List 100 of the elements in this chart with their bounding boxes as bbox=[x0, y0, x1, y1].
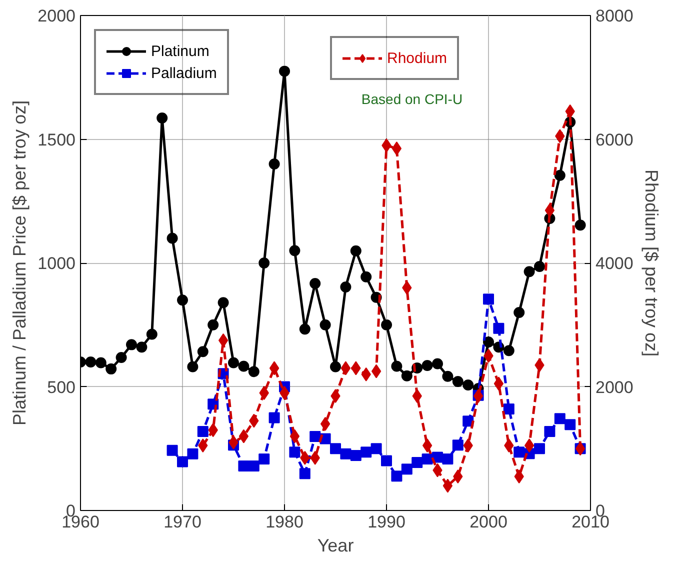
point bbox=[166, 444, 178, 456]
y2-tick-label: 2000 bbox=[596, 378, 634, 397]
point bbox=[126, 339, 137, 350]
y-axis-title: Platinum / Palladium Price [$ per troy oz] bbox=[10, 100, 30, 426]
point bbox=[290, 429, 300, 444]
point bbox=[106, 363, 117, 374]
point bbox=[85, 356, 96, 368]
point bbox=[452, 440, 464, 451]
point bbox=[310, 430, 321, 442]
point bbox=[534, 260, 545, 272]
point bbox=[462, 416, 474, 427]
point bbox=[177, 294, 188, 306]
point bbox=[381, 455, 392, 466]
y-tick-label: 2000 bbox=[38, 6, 76, 26]
y2-tick-label: 6000 bbox=[596, 130, 634, 150]
legend-label: Platinum bbox=[151, 42, 210, 60]
point bbox=[238, 429, 249, 444]
point bbox=[360, 446, 372, 458]
point bbox=[412, 456, 423, 468]
point bbox=[524, 438, 534, 453]
point bbox=[268, 412, 280, 424]
point bbox=[442, 478, 453, 493]
point bbox=[268, 158, 280, 170]
point bbox=[187, 448, 198, 460]
point bbox=[422, 360, 433, 371]
point bbox=[279, 66, 290, 77]
point bbox=[340, 361, 351, 376]
point bbox=[340, 448, 352, 460]
point bbox=[391, 470, 402, 482]
point bbox=[574, 220, 586, 231]
point bbox=[238, 460, 250, 472]
point bbox=[228, 357, 239, 368]
annotation: Based on CPI-U bbox=[361, 91, 463, 108]
point bbox=[494, 376, 504, 391]
x-tick-label: 2000 bbox=[470, 512, 508, 532]
point bbox=[554, 413, 566, 424]
y2-tick-label: 8000 bbox=[596, 6, 634, 26]
x-tick-label: 1990 bbox=[368, 512, 406, 532]
point bbox=[258, 258, 270, 268]
point bbox=[462, 380, 474, 391]
point bbox=[269, 361, 280, 376]
point bbox=[310, 278, 321, 290]
point bbox=[422, 438, 432, 453]
point bbox=[156, 112, 168, 124]
point bbox=[320, 416, 330, 431]
point bbox=[493, 322, 504, 334]
point bbox=[473, 389, 484, 404]
point bbox=[422, 454, 433, 465]
point bbox=[534, 443, 545, 454]
point bbox=[299, 468, 310, 480]
y2-axis-title: Rhodium [$ per troy oz] bbox=[641, 169, 662, 357]
point bbox=[564, 419, 576, 430]
point bbox=[197, 426, 208, 438]
point bbox=[381, 319, 392, 330]
point bbox=[218, 297, 229, 308]
point bbox=[370, 443, 382, 454]
point bbox=[146, 328, 158, 340]
point bbox=[136, 342, 148, 353]
point bbox=[350, 450, 362, 462]
point bbox=[299, 324, 310, 335]
point bbox=[401, 464, 412, 475]
point bbox=[401, 370, 412, 382]
point bbox=[95, 357, 106, 368]
point bbox=[452, 376, 464, 388]
point bbox=[350, 245, 362, 256]
point bbox=[514, 307, 525, 318]
point bbox=[218, 333, 228, 348]
point bbox=[248, 460, 260, 472]
point bbox=[514, 446, 525, 458]
point bbox=[330, 443, 341, 454]
point bbox=[371, 364, 382, 378]
point bbox=[392, 142, 402, 156]
point bbox=[360, 271, 372, 282]
point bbox=[208, 319, 219, 330]
legend-label: Palladium bbox=[151, 64, 217, 82]
point bbox=[248, 366, 260, 378]
x-tick-label: 1980 bbox=[266, 512, 304, 532]
point bbox=[432, 358, 443, 370]
point bbox=[177, 456, 188, 468]
point bbox=[330, 361, 341, 372]
point bbox=[483, 294, 494, 305]
x-tick-label: 1970 bbox=[164, 512, 202, 532]
x-axis-title: Year bbox=[317, 536, 354, 556]
y-tick-label: 1500 bbox=[38, 130, 76, 150]
point bbox=[289, 446, 300, 458]
y2-tick-label: 4000 bbox=[596, 254, 634, 273]
point bbox=[503, 345, 514, 356]
point bbox=[442, 370, 454, 382]
point bbox=[554, 170, 566, 181]
point bbox=[544, 426, 556, 438]
point bbox=[503, 404, 514, 415]
y-tick-label: 500 bbox=[47, 378, 76, 397]
point bbox=[391, 360, 402, 372]
point bbox=[166, 232, 178, 244]
point bbox=[238, 360, 250, 372]
point bbox=[442, 454, 454, 465]
point bbox=[187, 361, 198, 372]
y-tick-label: 1000 bbox=[38, 254, 76, 273]
point bbox=[116, 352, 127, 364]
point bbox=[289, 245, 300, 256]
